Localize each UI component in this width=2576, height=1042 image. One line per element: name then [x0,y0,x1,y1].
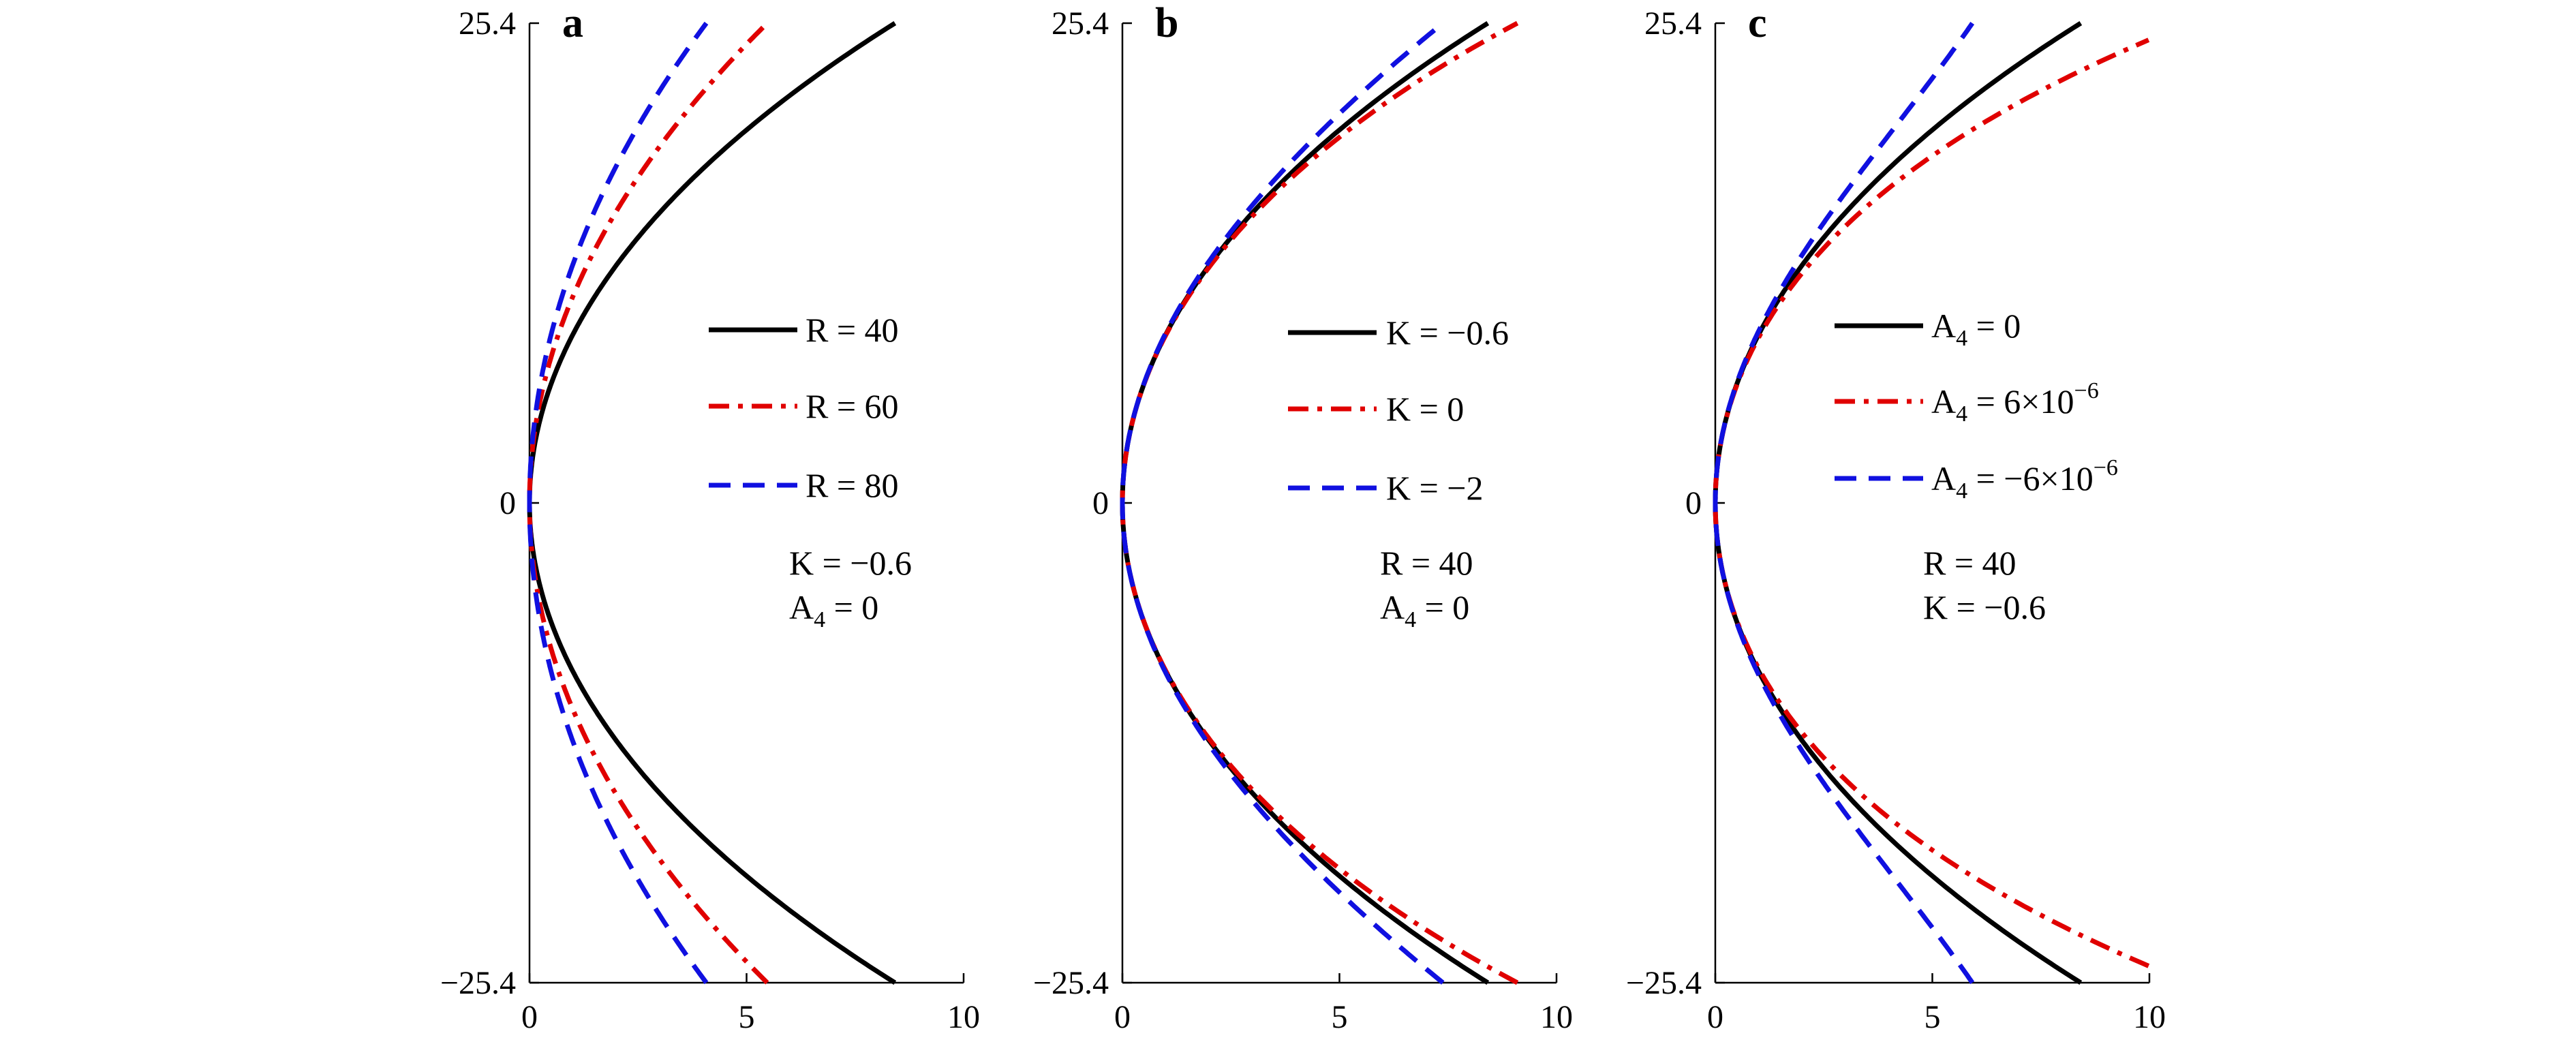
x-tick-label: 5 [739,999,755,1035]
parameter-label: A4 = 0 [1380,588,1469,632]
legend-label: R = 40 [806,311,899,349]
legend-label: K = −2 [1386,469,1484,507]
legend-label: R = 80 [806,466,899,504]
parameter-label: K = −0.6 [789,544,912,582]
series-curve [1120,21,1445,985]
y-tick-label: −25.4 [1626,965,1702,1001]
y-tick-label: 0 [1685,485,1702,521]
y-tick-label: 25.4 [1644,5,1702,42]
panel-label: c [1748,0,1767,46]
legend-label: R = 60 [806,387,899,425]
x-tick-label: 5 [1332,999,1348,1035]
parameter-label: K = −0.6 [1923,588,2046,626]
legend-label: K = 0 [1386,390,1464,428]
legend-label: A4 = 6×10−6 [1931,378,2099,427]
y-tick-label: 25.4 [459,5,516,42]
panel-label: a [562,0,583,46]
y-tick-label: −25.4 [440,965,516,1001]
series-curve [527,21,709,985]
parameter-label: R = 40 [1380,544,1473,582]
panel-label: b [1155,0,1178,46]
legend-label: A4 = 0 [1931,307,2021,351]
x-tick-label: 0 [1707,999,1723,1035]
parameter-label: R = 40 [1923,544,2017,582]
x-tick-label: 10 [947,999,980,1035]
y-tick-label: −25.4 [1033,965,1109,1001]
legend-label: K = −0.6 [1386,313,1509,352]
x-tick-label: 10 [2133,999,2166,1035]
x-tick-label: 10 [1540,999,1573,1035]
legend-label: A4 = −6×10−6 [1931,455,2118,504]
series-curve [1713,21,2083,985]
parameter-label: A4 = 0 [789,588,878,632]
series-curve [1713,37,2150,968]
series-curve [527,21,769,985]
series-curve [1713,22,1975,984]
x-tick-label: 5 [1925,999,1941,1035]
x-tick-label: 0 [1114,999,1131,1035]
x-tick-label: 0 [521,999,538,1035]
y-tick-label: 25.4 [1052,5,1109,42]
y-tick-label: 0 [1092,485,1109,521]
y-tick-label: 0 [500,485,516,521]
